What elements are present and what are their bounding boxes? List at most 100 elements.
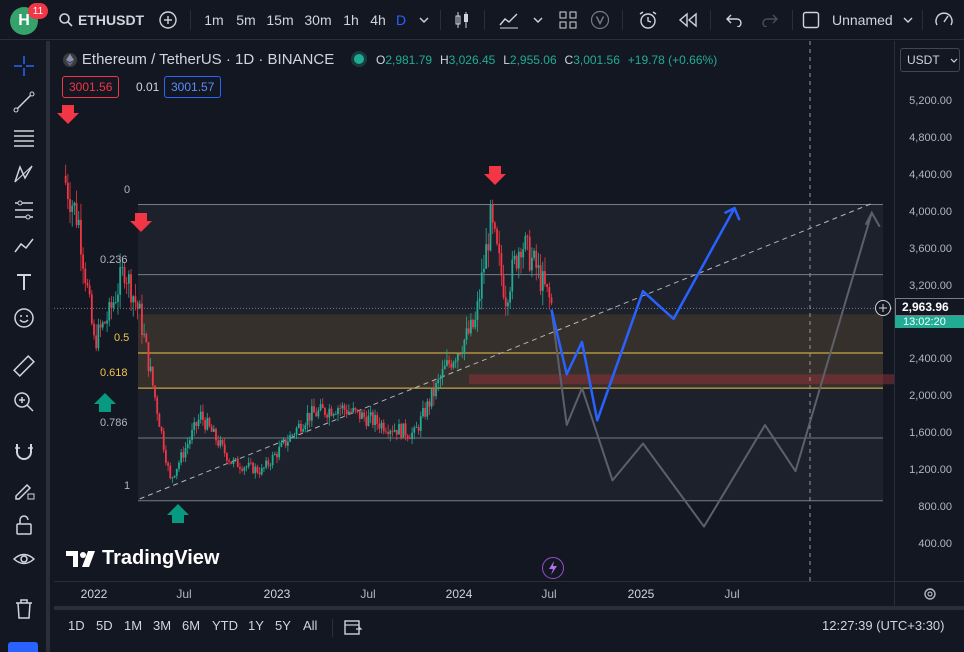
range-3m[interactable]: 3M — [153, 618, 172, 633]
sell-button[interactable]: 3001.56 — [62, 76, 120, 98]
candle-body — [117, 294, 119, 303]
text-tool[interactable] — [10, 268, 38, 296]
candle-body — [282, 439, 285, 443]
hide-tool[interactable] — [10, 545, 38, 573]
layout-dropdown[interactable] — [900, 0, 916, 40]
indicators-button[interactable] — [497, 0, 521, 40]
brush-tool[interactable] — [10, 232, 38, 260]
events-lightning-button[interactable] — [542, 557, 564, 579]
range-ytd[interactable]: YTD — [212, 618, 238, 633]
candle-body — [258, 472, 261, 475]
indicators-dropdown[interactable] — [530, 0, 546, 40]
interval-5m[interactable]: 5m — [236, 12, 256, 28]
candle-body — [313, 406, 315, 413]
symbol-title[interactable]: Ethereum / TetherUS · 1D · BINANCE — [81, 51, 335, 68]
fib-tool[interactable] — [10, 124, 38, 152]
candle-body — [82, 254, 85, 269]
remove-tool[interactable] — [10, 595, 38, 623]
candle-body — [271, 454, 274, 466]
add-alert-plus-button[interactable] — [875, 300, 891, 316]
quick-settings-button[interactable] — [932, 0, 956, 40]
candle-body — [241, 468, 244, 471]
layout-square-button[interactable] — [800, 0, 822, 40]
range-6m[interactable]: 6M — [182, 618, 201, 633]
range-1d[interactable]: 1D — [68, 618, 85, 633]
candle-body — [522, 249, 525, 258]
undo-button[interactable] — [722, 0, 746, 40]
sell-signal-arrow-2 — [130, 213, 152, 232]
square-icon — [802, 11, 820, 29]
symbol-search-button[interactable]: ETHUSDT — [58, 0, 148, 40]
zoom-tool[interactable] — [10, 388, 38, 416]
date-range-button[interactable] — [343, 617, 363, 642]
candle-body — [526, 235, 529, 237]
candle-body — [339, 408, 342, 409]
chart-pane[interactable]: Ethereum / TetherUS · 1D · BINANCE O2,98… — [54, 41, 894, 581]
interval-4h[interactable]: 4h — [370, 12, 386, 28]
candle-body — [365, 417, 368, 426]
tradingview-watermark: TradingView — [66, 547, 219, 570]
candle-body — [193, 422, 196, 431]
chart-settings-corner[interactable] — [894, 581, 964, 606]
currency-selector[interactable]: USDT — [900, 48, 960, 72]
candle-body — [289, 435, 291, 442]
range-all[interactable]: All — [303, 618, 318, 633]
open-label: O — [375, 53, 386, 67]
crosshair-tool[interactable] — [10, 52, 38, 80]
price-axis[interactable]: USDT 5,200.00 4,800.00 4,400.00 4,000.00 3,6… — [894, 41, 964, 581]
candle-body — [435, 383, 437, 397]
candle-body — [147, 342, 150, 371]
interval-15m[interactable]: 15m — [266, 12, 294, 28]
buy-button[interactable]: 3001.57 — [164, 76, 222, 98]
compare-symbol-button[interactable] — [156, 0, 180, 40]
candle-body — [332, 414, 335, 416]
candle-body — [184, 448, 187, 458]
object-tree-button[interactable] — [8, 642, 38, 652]
range-1y[interactable]: 1Y — [248, 618, 264, 633]
interval-30m[interactable]: 30m — [304, 12, 332, 28]
time-axis[interactable]: 2022 Jul 2023 Jul 2024 Jul 2025 Jul — [54, 581, 894, 606]
candle-body — [491, 204, 494, 223]
interval-d[interactable]: D — [395, 12, 407, 28]
candle-body — [517, 251, 520, 269]
candle-body — [75, 202, 78, 226]
lock-tool[interactable] — [10, 511, 38, 539]
alerts-button[interactable] — [588, 0, 612, 40]
interval-1m[interactable]: 1m — [204, 12, 224, 28]
ruler-icon — [13, 355, 35, 377]
range-1m[interactable]: 1M — [124, 618, 143, 633]
clock-timezone[interactable]: 12:27:39 (UTC+3:30) — [822, 618, 945, 633]
layout-name[interactable]: Unnamed — [832, 12, 893, 28]
open-value: 2,981.79 — [385, 53, 433, 67]
layouts-button[interactable] — [556, 0, 580, 40]
candle-body — [263, 467, 265, 469]
candle-body — [127, 274, 130, 284]
candle-body — [478, 298, 481, 302]
projection-tool[interactable] — [10, 196, 38, 224]
candle-body — [158, 413, 161, 427]
replay-button[interactable] — [676, 0, 700, 40]
price-chart[interactable] — [54, 41, 894, 581]
trendline-tool[interactable] — [10, 88, 38, 116]
chart-type-button[interactable] — [450, 0, 474, 40]
interval-1h[interactable]: 1h — [343, 12, 359, 28]
magnet-tool[interactable] — [10, 438, 38, 466]
ruler-tool[interactable] — [10, 352, 38, 380]
candle-body — [71, 205, 74, 212]
candle-body — [319, 404, 322, 411]
interval-dropdown[interactable] — [416, 0, 432, 40]
range-5d[interactable]: 5D — [96, 618, 113, 633]
candle-body — [136, 302, 139, 309]
candle-body — [380, 422, 383, 429]
gear-icon — [924, 588, 936, 600]
alert-clock-button[interactable] — [636, 0, 660, 40]
pattern-tool[interactable] — [10, 160, 38, 188]
close-value: 3,001.56 — [573, 53, 620, 67]
range-5y[interactable]: 5Y — [275, 618, 291, 633]
bearish-arrowhead — [864, 210, 881, 228]
drawing-mode-tool[interactable] — [10, 476, 38, 504]
undo-icon — [726, 14, 742, 27]
candle-body — [219, 439, 222, 446]
emoji-tool[interactable] — [10, 304, 38, 332]
redo-button[interactable] — [758, 0, 782, 40]
